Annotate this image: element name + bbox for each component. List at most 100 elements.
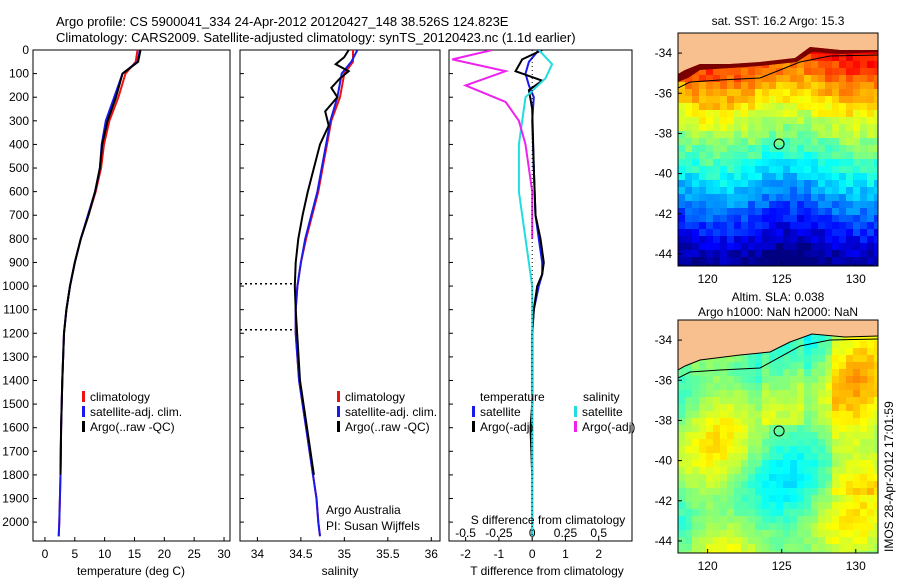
sst-cell — [853, 145, 860, 152]
sla-cell — [713, 404, 720, 411]
sla-cell — [874, 439, 878, 446]
sst-cell — [699, 187, 706, 194]
sla-cell — [776, 383, 783, 390]
sla-cell — [797, 453, 804, 460]
sla-cell — [692, 390, 699, 397]
sst-cell — [699, 264, 706, 266]
sla-cell — [769, 544, 776, 551]
sst-cell — [755, 145, 762, 152]
difference-salinity-tick-label: 0.25 — [554, 526, 578, 540]
sla-cell — [692, 439, 699, 446]
difference-x-tick-label: 2 — [595, 547, 602, 561]
map-y-tick-label: -42 — [655, 207, 673, 221]
sst-cell — [797, 257, 804, 264]
sla-cell — [755, 474, 762, 481]
sst-cell — [685, 96, 692, 103]
sst-cell — [741, 264, 748, 266]
sla-cell — [769, 530, 776, 537]
sst-cell — [790, 201, 797, 208]
sst-cell — [748, 194, 755, 201]
sla-cell — [713, 474, 720, 481]
sla-cell — [734, 376, 741, 383]
sst-cell — [818, 89, 825, 96]
sst-cell — [832, 54, 839, 61]
sla-cell — [853, 516, 860, 523]
sst-cell — [860, 89, 867, 96]
sla-cell — [769, 488, 776, 495]
sla-cell — [811, 460, 818, 467]
sst-cell — [867, 96, 874, 103]
sla-cell — [867, 495, 874, 502]
sla-cell — [853, 425, 860, 432]
sst-cell — [853, 201, 860, 208]
depth-tick-label: 1000 — [2, 279, 29, 293]
difference-x-tick-label: -1 — [494, 547, 505, 561]
sst-cell — [762, 257, 769, 264]
sla-cell — [811, 509, 818, 516]
sla-cell — [832, 544, 839, 551]
sst-cell — [797, 180, 804, 187]
sla-cell — [811, 425, 818, 432]
sla-cell — [832, 537, 839, 544]
sla-cell — [748, 509, 755, 516]
sst-cell — [811, 103, 818, 110]
sst-cell — [685, 208, 692, 215]
legend-swatch-sal-satellite — [574, 406, 577, 417]
sst-cell — [825, 229, 832, 236]
sst-cell — [734, 222, 741, 229]
sla-cell — [839, 418, 846, 425]
sst-cell — [699, 222, 706, 229]
sst-cell — [846, 187, 853, 194]
sst-cell — [867, 82, 874, 89]
sla-cell — [867, 334, 874, 341]
sla-cell — [874, 383, 878, 390]
sla-cell — [734, 390, 741, 397]
sst-cell — [839, 215, 846, 222]
sla-cell — [846, 418, 853, 425]
sst-cell — [874, 82, 878, 89]
sst-cell — [783, 89, 790, 96]
sst-cell — [832, 145, 839, 152]
sst-cell — [692, 208, 699, 215]
sst-cell — [776, 159, 783, 166]
sla-cell — [797, 348, 804, 355]
sst-cell — [769, 243, 776, 250]
sla-cell — [790, 474, 797, 481]
sst-cell — [769, 82, 776, 89]
sla-cell — [762, 355, 769, 362]
sst-cell — [692, 152, 699, 159]
sla-cell — [867, 446, 874, 453]
sst-cell — [741, 131, 748, 138]
sla-cell — [706, 460, 713, 467]
sst-cell — [783, 145, 790, 152]
sst-cell — [783, 82, 790, 89]
sst-cell — [818, 131, 825, 138]
sst-cell — [776, 264, 783, 266]
sla-cell — [860, 411, 867, 418]
sla-cell — [874, 474, 878, 481]
sst-cell — [874, 215, 878, 222]
sst-cell — [713, 82, 720, 89]
sst-cell — [839, 201, 846, 208]
sla-cell — [720, 474, 727, 481]
sla-cell — [874, 425, 878, 432]
sla-cell — [797, 502, 804, 509]
sla-cell — [727, 376, 734, 383]
temperature-xlabel: temperature (deg C) — [77, 564, 185, 578]
sst-cell — [797, 250, 804, 257]
sla-cell — [706, 523, 713, 530]
sla-cell — [720, 425, 727, 432]
sst-cell — [769, 75, 776, 82]
sla-cell — [699, 551, 706, 553]
sst-cell — [769, 194, 776, 201]
sst-cell — [776, 124, 783, 131]
sla-cell — [727, 355, 734, 362]
sla-cell — [706, 390, 713, 397]
depth-axis: 0100200300400500600700800900100011001200… — [2, 43, 453, 529]
sst-cell — [685, 250, 692, 257]
sla-cell — [860, 341, 867, 348]
sla-cell — [748, 460, 755, 467]
sla-cell — [720, 530, 727, 537]
sst-cell — [762, 243, 769, 250]
sst-cell — [867, 110, 874, 117]
